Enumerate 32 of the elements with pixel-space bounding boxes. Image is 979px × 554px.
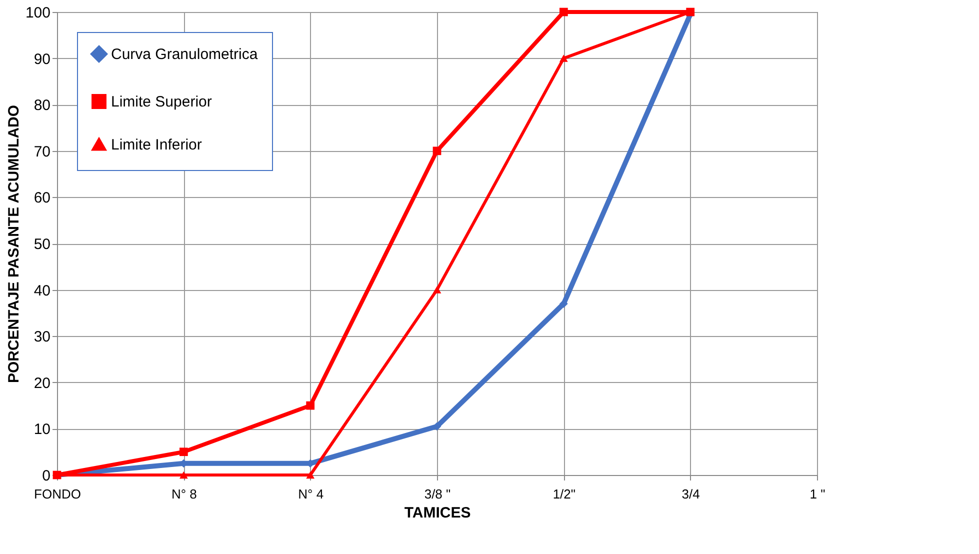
point xyxy=(432,146,442,156)
y-tick-label: 100 xyxy=(25,4,50,22)
y-axis-title: PORCENTAJE PASANTE ACUMULADO xyxy=(5,104,22,384)
point xyxy=(306,401,315,410)
x-tick-label: 1 " xyxy=(810,486,826,502)
x-axis-title: TAMICES xyxy=(404,504,471,522)
y-tick-label: 50 xyxy=(34,236,50,253)
x-tick-label: 3/8 " xyxy=(424,486,452,502)
point xyxy=(179,448,188,456)
legend-label: Limite Superior xyxy=(111,94,212,110)
legend-label: Limite Inferior xyxy=(111,136,202,154)
x-tick-label: N° 8 xyxy=(171,486,197,502)
x-tick-label: 3/4 xyxy=(682,486,700,502)
y-tick-label: 0 xyxy=(42,468,50,484)
point xyxy=(559,8,568,16)
point xyxy=(306,471,315,479)
x-tick-label: 1/2" xyxy=(552,486,576,502)
y-tick-label: 70 xyxy=(34,143,50,160)
point xyxy=(432,286,442,294)
point xyxy=(559,300,568,308)
y-tick-label: 80 xyxy=(34,97,50,114)
x-tick-label: N° 4 xyxy=(298,486,324,502)
y-tick-label: 90 xyxy=(34,50,50,68)
y-tick-label: 60 xyxy=(34,190,50,207)
x-tick-label: FONDO xyxy=(34,486,81,502)
y-tick-label: 10 xyxy=(34,421,50,438)
y-tick-label: 40 xyxy=(34,282,50,300)
legend-label: Curva Granulometrica xyxy=(111,46,258,63)
y-tick-label: 30 xyxy=(34,328,50,346)
y-tick-label: 20 xyxy=(34,374,50,392)
point xyxy=(559,54,568,62)
point xyxy=(179,471,188,479)
